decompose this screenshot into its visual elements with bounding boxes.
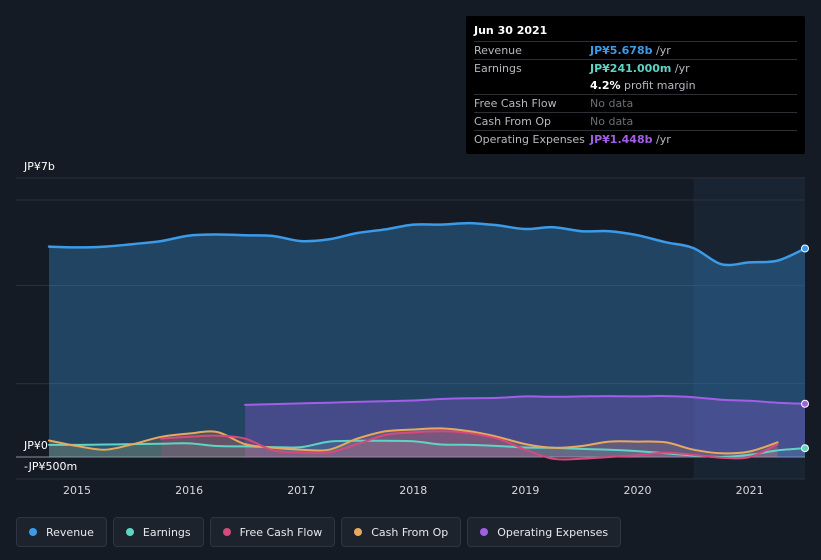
- legend-label: Earnings: [142, 525, 191, 539]
- tooltip-value: JP¥5.678b /yr: [590, 44, 671, 57]
- x-tick-label: 2020: [624, 484, 652, 497]
- grid-lines: [16, 177, 805, 480]
- legend-item-earnings[interactable]: Earnings: [112, 517, 204, 547]
- tooltip-label: Revenue: [474, 44, 522, 57]
- series-area-revenue: [49, 223, 805, 457]
- legend-dot-icon: [29, 528, 37, 536]
- series-marker-revenue: [801, 244, 809, 253]
- x-tick-label: 2016: [175, 484, 203, 497]
- series-line-free-cash-flow: [160, 430, 779, 461]
- y-tick-label-negative: -JP¥500m: [24, 460, 77, 473]
- legend-item-revenue[interactable]: Revenue: [16, 517, 107, 547]
- tooltip-row-earnings: Earnings JP¥241.000m /yr: [474, 59, 797, 77]
- legend-label: Revenue: [46, 525, 94, 539]
- legend-dot-icon: [125, 528, 134, 536]
- forecast-band: [693, 178, 805, 479]
- tooltip-row-operating-expenses: Operating Expenses JP¥1.448b /yr: [474, 130, 797, 148]
- series-lines: [47, 221, 807, 461]
- legend-item-operating-expenses[interactable]: Operating Expenses: [467, 517, 622, 547]
- series-area-earnings: [49, 440, 805, 458]
- tooltip-value: No data: [590, 97, 634, 110]
- tooltip-label: Earnings: [474, 62, 522, 75]
- series-marker-operating-expenses: [801, 399, 809, 408]
- tooltip-label: [474, 77, 590, 94]
- tooltip-row-revenue: Revenue JP¥5.678b /yr: [474, 41, 797, 59]
- x-tick-label: 2015: [63, 484, 91, 497]
- series-areas: [49, 223, 806, 460]
- tooltip-row-profit-margin: 4.2% profit margin: [474, 77, 797, 94]
- x-tick-label: 2019: [511, 484, 539, 497]
- tooltip-value: 4.2% profit margin: [590, 79, 696, 92]
- y-tick-label-zero: JP¥0: [23, 439, 48, 452]
- tooltip-value: JP¥241.000m /yr: [590, 62, 690, 75]
- tooltip-value: JP¥1.448b /yr: [590, 133, 671, 146]
- legend-dot-icon: [354, 528, 363, 536]
- x-tick-label: 2017: [287, 484, 315, 497]
- tooltip-row-free-cash-flow: Free Cash Flow No data: [474, 94, 797, 112]
- series-line-operating-expenses: [244, 395, 806, 406]
- chart-legend: Revenue Earnings Free Cash Flow Cash Fro…: [16, 517, 622, 547]
- series-line-revenue: [47, 221, 807, 267]
- legend-dot-icon: [222, 528, 231, 536]
- tooltip-label: Operating Expenses: [474, 133, 585, 146]
- tooltip-label: Free Cash Flow: [474, 97, 557, 110]
- data-tooltip: Jun 30 2021 Revenue JP¥5.678b /yr Earnin…: [466, 16, 805, 154]
- series-line-cash-from-op: [48, 427, 779, 455]
- tooltip-date: Jun 30 2021: [474, 24, 548, 37]
- series-marker-earnings: [801, 444, 809, 453]
- tooltip-row-cash-from-op: Cash From Op No data: [474, 112, 797, 130]
- chart: JP¥7b JP¥0 -JP¥500m 2015 2016 2017 2018 2019…: [16, 160, 809, 497]
- x-tick-label: 2021: [736, 484, 764, 497]
- x-tick-label: 2018: [399, 484, 427, 497]
- legend-item-cash-from-op[interactable]: Cash From Op: [341, 517, 462, 547]
- series-line-earnings: [48, 439, 806, 459]
- y-tick-label-top: JP¥7b: [23, 160, 55, 173]
- legend-label: Operating Expenses: [497, 525, 609, 539]
- tooltip-value: No data: [590, 115, 634, 128]
- legend-item-free-cash-flow[interactable]: Free Cash Flow: [209, 517, 336, 547]
- legend-label: Cash From Op: [371, 525, 449, 539]
- x-axis-ticks: 2015 2016 2017 2018 2019 2020 2021: [63, 484, 764, 497]
- legend-label: Free Cash Flow: [239, 525, 323, 539]
- series-markers: [801, 244, 809, 453]
- tooltip-label: Cash From Op: [474, 115, 552, 128]
- legend-dot-icon: [480, 528, 489, 536]
